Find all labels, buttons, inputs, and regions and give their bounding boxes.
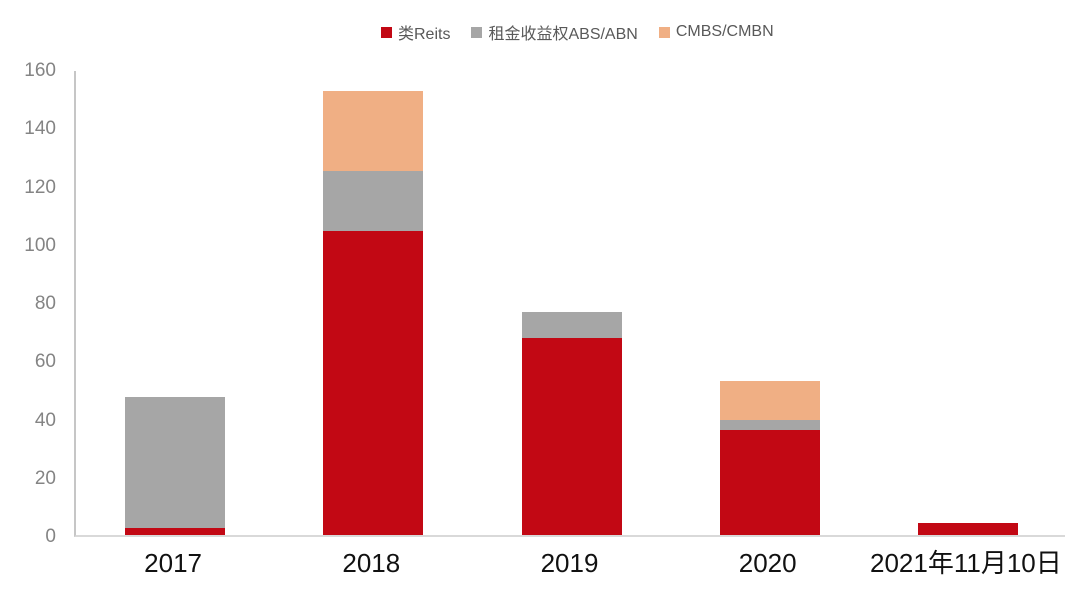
- legend-item-1: 租金收益权ABS/ABN: [471, 20, 638, 44]
- bar-segment-租金收益权ABS/ABN: [125, 396, 226, 528]
- x-tick-label: 2017: [144, 548, 203, 578]
- bar-segment-租金收益权ABS/ABN: [719, 419, 820, 431]
- y-tick-label: 160: [24, 60, 56, 81]
- y-tick-label: 40: [34, 409, 56, 431]
- y-tick-label: 100: [24, 234, 56, 256]
- legend-label: 类Reits: [398, 26, 451, 43]
- y-tick-label: 60: [34, 351, 56, 373]
- y-tick-label: 80: [34, 293, 56, 314]
- bar-segment-租金收益权ABS/ABN: [323, 170, 424, 231]
- bar-2019: [521, 312, 622, 535]
- bar-segment-类Reits: [521, 338, 622, 535]
- bar-segment-类Reits: [323, 230, 424, 535]
- bar-2018: [323, 90, 424, 535]
- bar-2020: [719, 380, 820, 535]
- x-tick-label: 2019: [540, 548, 599, 578]
- y-tick-label: 0: [45, 526, 56, 547]
- legend-label: CMBS/CMBN: [675, 23, 774, 40]
- legend-swatch-icon: [471, 26, 483, 38]
- bar-segment-CMBS/CMBN: [719, 380, 820, 420]
- legend-item-2: CMBS/CMBN: [658, 23, 774, 41]
- legend-swatch-icon: [658, 26, 670, 38]
- bar-segment-租金收益权ABS/ABN: [521, 312, 622, 339]
- legend-swatch-icon: [381, 26, 392, 38]
- x-tick-label: 2021年11月10日: [870, 548, 1062, 578]
- legend-item-0: 类Reits: [381, 20, 450, 44]
- x-tick-label: 2018: [342, 548, 401, 578]
- bar-2021年11月10日: [917, 523, 1018, 535]
- y-tick-label: 120: [24, 176, 56, 198]
- bar-2017: [125, 396, 226, 535]
- bar-segment-类Reits: [917, 523, 1018, 535]
- y-tick-label: 20: [34, 467, 56, 489]
- bar-segment-类Reits: [125, 527, 226, 535]
- y-tick-label: 140: [24, 118, 56, 140]
- plot-area: [74, 71, 1065, 537]
- bar-segment-CMBS/CMBN: [323, 90, 424, 171]
- legend-label: 租金收益权ABS/ABN: [488, 26, 638, 43]
- chart-legend: 类Reits 租金收益权ABS/ABN CMBS/CMBN: [381, 20, 774, 44]
- bar-segment-类Reits: [719, 430, 820, 535]
- x-tick-label: 2020: [738, 548, 797, 578]
